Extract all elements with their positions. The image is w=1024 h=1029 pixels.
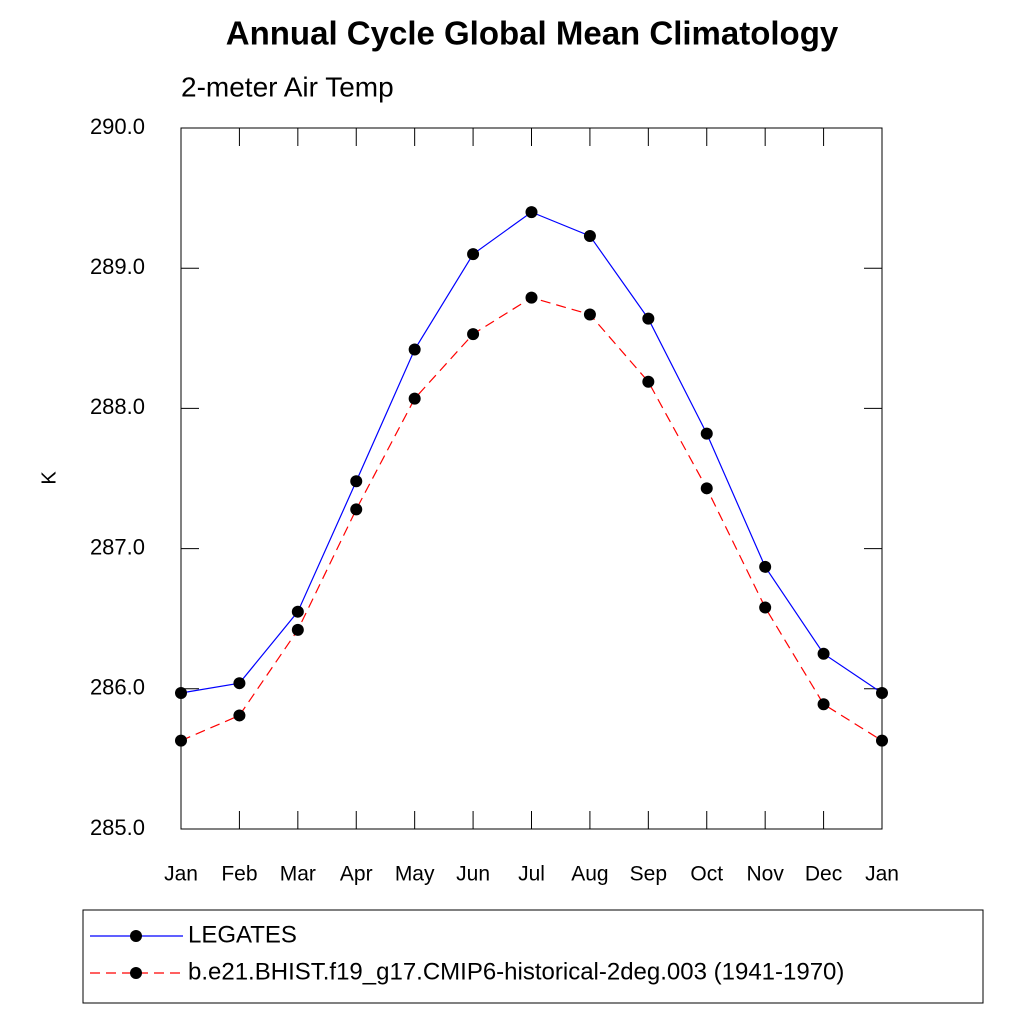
data-point: [408, 343, 421, 356]
x-tick-label: Jan: [865, 863, 899, 886]
data-point: [642, 312, 655, 325]
y-tick-label: 288.0: [90, 394, 145, 419]
y-tick-label: 287.0: [90, 534, 145, 559]
data-point: [467, 248, 480, 261]
data-point: [525, 291, 538, 304]
x-tick-label: Oct: [690, 863, 723, 886]
series-line: [180, 211, 883, 694]
data-point: [876, 687, 888, 700]
legend-box: [82, 909, 984, 1004]
data-point: [700, 427, 713, 440]
x-tick-label: Jun: [456, 863, 490, 886]
data-point: [467, 328, 480, 341]
data-point: [291, 623, 304, 636]
data-point: [408, 392, 421, 405]
data-point: [350, 475, 363, 488]
chart-subtitle: 2-meter Air Temp: [181, 71, 394, 102]
data-point: [759, 560, 772, 573]
x-tick-label: Mar: [280, 863, 316, 886]
series-line: [180, 296, 883, 742]
x-tick-label: Jan: [164, 863, 198, 886]
data-point: [876, 734, 888, 747]
data-point: [759, 601, 772, 614]
data-point: [817, 698, 830, 711]
x-tick-label: Jul: [518, 863, 545, 886]
x-tick-label: May: [395, 863, 435, 886]
data-point: [583, 229, 596, 242]
legend-label: LEGATES: [188, 921, 297, 948]
data-point: [642, 375, 655, 388]
x-tick-label: Apr: [340, 863, 373, 886]
y-tick-label: 289.0: [90, 254, 145, 279]
legend-label: b.e21.BHIST.f19_g17.CMIP6-historical-2de…: [188, 958, 844, 985]
data-point: [233, 709, 246, 722]
data-point: [233, 677, 246, 690]
y-axis-label: K: [38, 471, 60, 485]
data-point: [175, 687, 187, 700]
legend-marker: [130, 930, 142, 942]
y-tick-label: 285.0: [90, 815, 145, 840]
y-tick-label: 290.0: [90, 114, 145, 139]
legend-marker: [130, 967, 142, 979]
x-tick-label: Aug: [571, 863, 608, 886]
data-point: [817, 647, 830, 660]
data-point: [525, 206, 538, 219]
data-point: [175, 734, 187, 747]
data-point: [291, 605, 304, 618]
y-tick-label: 286.0: [90, 675, 145, 700]
data-point: [700, 482, 713, 495]
data-point: [583, 308, 596, 321]
x-tick-label: Nov: [746, 863, 784, 886]
x-tick-label: Feb: [221, 863, 257, 886]
x-tick-label: Sep: [630, 863, 667, 886]
plot-frame: [180, 127, 883, 830]
data-point: [350, 503, 363, 516]
chart-title: Annual Cycle Global Mean Climatology: [226, 15, 839, 52]
x-tick-label: Dec: [805, 863, 842, 886]
